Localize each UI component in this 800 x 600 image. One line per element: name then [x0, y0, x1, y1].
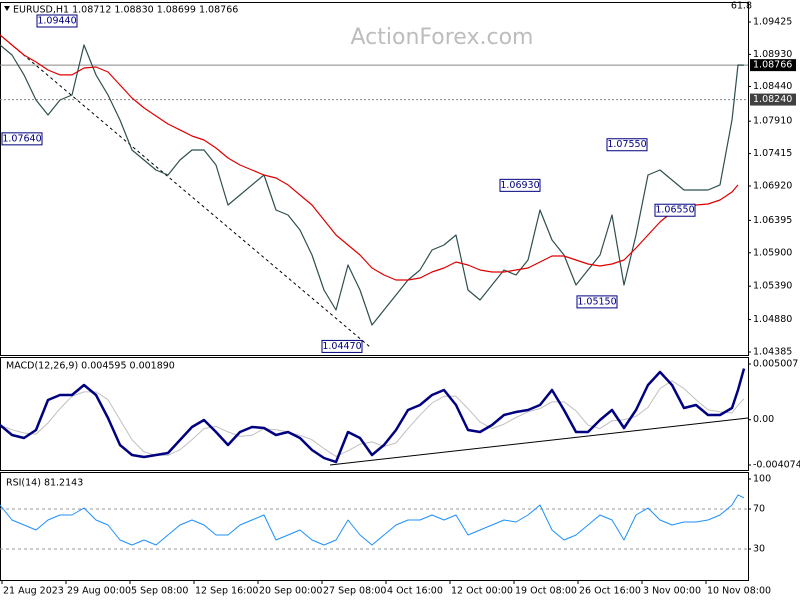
pivot-label: 1.06550 [655, 205, 694, 216]
y-tick-label: 0.005007 [753, 358, 798, 369]
pivot-box [606, 138, 648, 152]
pivot-box [321, 339, 363, 353]
x-tick-label: 10 Nov 08:00 [707, 586, 771, 597]
pivot-label: 1.04470 [322, 341, 361, 352]
y-tick-label: 70 [753, 504, 765, 515]
y-tick-label: 1.07415 [753, 148, 792, 159]
price-title: EURUSD,H1 1.08712 1.08830 1.08699 1.0876… [13, 5, 238, 16]
x-tick-label: 27 Sep 08:00 [323, 586, 386, 597]
y-tick-label: 1.06920 [753, 180, 792, 191]
x-tick-label: 21 Aug 2023 [3, 586, 64, 597]
y-tick-label: 1.06395 [753, 215, 792, 226]
x-tick-label: 20 Sep 00:00 [259, 586, 322, 597]
pivot-label: 1.07640 [2, 133, 41, 144]
y-tick-label: 30 [753, 544, 765, 555]
x-tick-label: 29 Aug 00:00 [67, 586, 131, 597]
x-tick-label: 4 Oct 16:00 [387, 586, 443, 597]
pivot-box [36, 14, 78, 28]
series-line [0, 34, 739, 281]
pivot-label: 1.05150 [577, 296, 616, 307]
macd-title: MACD(12,26,9) 0.004595 0.001890 [6, 361, 175, 372]
y-tick-label: -0.004074 [753, 459, 800, 470]
y-tick-label: 1.08440 [753, 81, 792, 92]
pivot-box [1, 132, 43, 146]
y-tick-label: 0.00 [753, 414, 774, 425]
price-panel [0, 2, 749, 356]
watermark: ActionForex.com [351, 25, 534, 50]
series-line [0, 494, 745, 546]
pivot-box [654, 203, 696, 217]
pivot-label: 1.06930 [500, 180, 539, 191]
corner-label: 61.8 [731, 1, 752, 12]
trend-line [0, 34, 371, 348]
y-tick-label: 1.07910 [753, 116, 792, 127]
x-tick-label: 19 Oct 08:00 [515, 586, 577, 597]
macd-trend-line [329, 417, 749, 466]
x-tick-label: 26 Oct 16:00 [579, 586, 641, 597]
macd-panel [0, 357, 749, 471]
panel-icon [4, 6, 10, 11]
pivot-label: 1.07550 [607, 139, 646, 150]
y-tick-label: 1.09425 [753, 16, 792, 27]
price-level-box [750, 93, 796, 106]
plot-layer: 1.09425 1.08930 1.08440 1.07910 1.07415 1.069… [0, 14, 800, 597]
y-tick-label: 1.08930 [753, 49, 792, 60]
y-tick-label: 1.05900 [753, 247, 792, 258]
price-level-box [750, 59, 796, 72]
series-line [0, 44, 745, 326]
price-level-label: 1.08766 [753, 60, 792, 71]
y-tick-label: 100 [753, 474, 771, 485]
x-tick-label: 5 Sep 08:00 [131, 586, 188, 597]
x-tick-label: 3 Nov 00:00 [643, 586, 701, 597]
price-level-label: 1.08240 [753, 94, 792, 105]
series-line [0, 368, 746, 464]
pivot-label: 1.09440 [37, 15, 76, 26]
y-tick-label: 1.04385 [753, 346, 792, 357]
rsi-panel [0, 472, 749, 581]
x-tick-label: 12 Oct 00:00 [451, 586, 513, 597]
rsi-title: RSI(14) 81.2143 [6, 478, 83, 489]
x-tick-label: 12 Sep 16:00 [195, 586, 258, 597]
pivot-box [576, 295, 618, 309]
pivot-box [499, 178, 541, 192]
y-tick-label: 1.05390 [753, 281, 792, 292]
y-tick-label: 1.04880 [753, 314, 792, 325]
